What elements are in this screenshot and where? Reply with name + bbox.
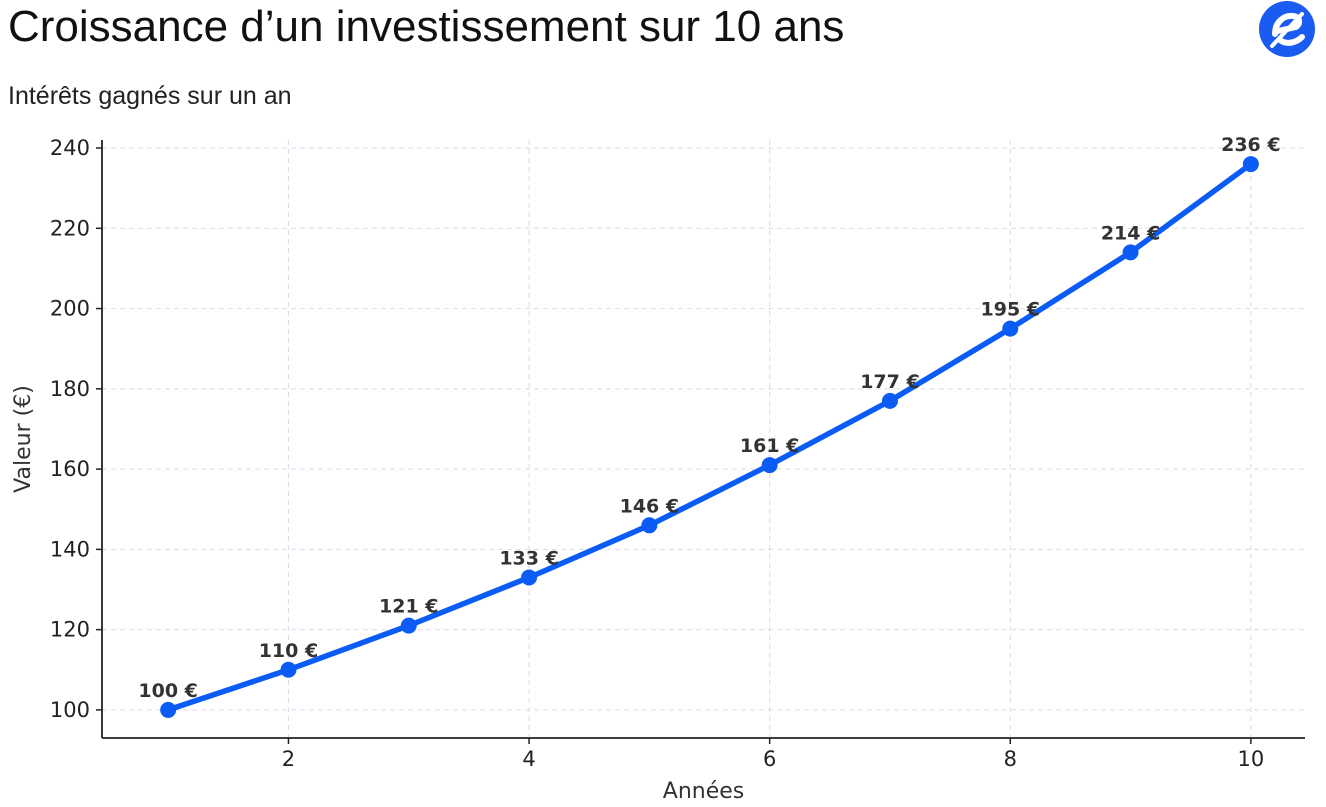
- x-tick-label: 10: [1237, 747, 1264, 771]
- data-label: 214 €: [1101, 222, 1161, 244]
- x-axis-label: Années: [663, 779, 744, 804]
- y-tick-label: 180: [50, 377, 90, 401]
- logo-e-slash: [1270, 12, 1304, 48]
- data-point: [400, 617, 417, 634]
- data-point: [521, 569, 538, 586]
- data-label: 236 €: [1221, 134, 1281, 156]
- y-tick-label: 100: [50, 698, 90, 722]
- y-tick-label: 220: [50, 216, 90, 240]
- y-tick-label: 240: [50, 136, 90, 160]
- y-tick-label: 200: [50, 297, 90, 321]
- data-point: [881, 392, 898, 409]
- data-label: 133 €: [499, 547, 559, 569]
- x-tick-label: 4: [522, 747, 535, 771]
- data-point: [1002, 320, 1019, 337]
- data-label: 121 €: [379, 596, 439, 618]
- data-point: [1122, 244, 1139, 261]
- data-label: 195 €: [981, 299, 1041, 321]
- grid-layer: [102, 140, 1305, 738]
- data-point: [641, 517, 658, 534]
- data-point: [761, 457, 778, 474]
- y-tick-label: 120: [50, 618, 90, 642]
- y-axis-label: Valeur (€): [11, 385, 36, 493]
- data-label: 177 €: [860, 371, 920, 393]
- chart-title: Croissance d’un investissement sur 10 an…: [8, 2, 845, 51]
- series-layer: [160, 156, 1259, 718]
- data-point: [160, 701, 177, 718]
- chart-subtitle: Intérêts gagnés sur un an: [8, 82, 292, 110]
- x-tick-label: 2: [282, 747, 295, 771]
- series-line: [165, 161, 1254, 713]
- data-label: 100 €: [138, 680, 198, 702]
- x-tick-label: 8: [1004, 747, 1017, 771]
- y-tick-label: 160: [50, 457, 90, 481]
- x-tick-label: 6: [763, 747, 776, 771]
- data-point: [280, 661, 297, 678]
- brand-e-logo-icon: [1259, 1, 1315, 57]
- axes-layer: 2 4 6 8 10 100 120 140 160 180 200 220 240: [50, 136, 1305, 771]
- logo-e-stroke: [1272, 12, 1305, 46]
- data-label: 161 €: [740, 435, 800, 457]
- data-label: 110 €: [259, 640, 319, 662]
- data-point: [1242, 156, 1259, 173]
- data-label: 146 €: [620, 495, 680, 517]
- y-tick-label: 140: [50, 537, 90, 561]
- data-label-layer: 100 € 110 € 121 € 133 € 146 € 161 € 177 € 195 €…: [138, 134, 1280, 702]
